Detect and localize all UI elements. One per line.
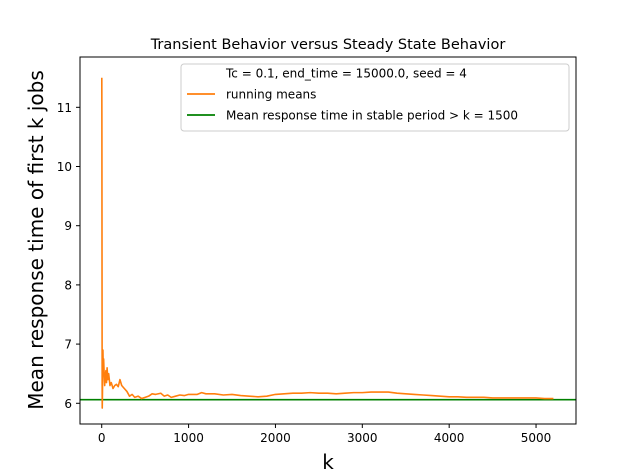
legend-entries: Tc = 0.1, end_time = 15000.0, seed = 4 ru… [187,67,518,123]
y-tick-label: 6 [64,397,72,411]
x-tick-label: 3000 [347,431,378,445]
legend: Tc = 0.1, end_time = 15000.0, seed = 4 ru… [180,63,570,132]
y-tick-label: 7 [64,338,72,352]
y-axis-label: Mean response time of first k jobs [24,70,48,410]
plot-area [79,56,577,425]
x-tick-label: 1000 [173,431,204,445]
series-layer [80,77,576,409]
y-tick-label: 9 [64,219,72,233]
y-axis: 6 7 8 9 10 11 [57,101,80,411]
x-tick-label: 2000 [260,431,291,445]
y-tick-label: 8 [64,278,72,292]
legend-label: Mean response time in stable period > k … [226,109,518,123]
y-tick-label: 11 [57,101,72,115]
legend-label: running means [226,88,316,102]
legend-label: Tc = 0.1, end_time = 15000.0, seed = 4 [225,67,467,81]
chart-title: Transient Behavior versus Steady State B… [150,37,506,53]
x-axis-label: k [322,450,334,474]
legend-box [180,63,570,132]
x-axis: 0 1000 2000 3000 4000 5000 [98,424,551,445]
x-tick-label: 4000 [434,431,465,445]
y-tick-label: 10 [57,160,72,174]
plot-frame [79,56,577,425]
x-tick-label: 5000 [521,431,552,445]
running-means-line [101,77,554,409]
x-tick-label: 0 [98,431,106,445]
